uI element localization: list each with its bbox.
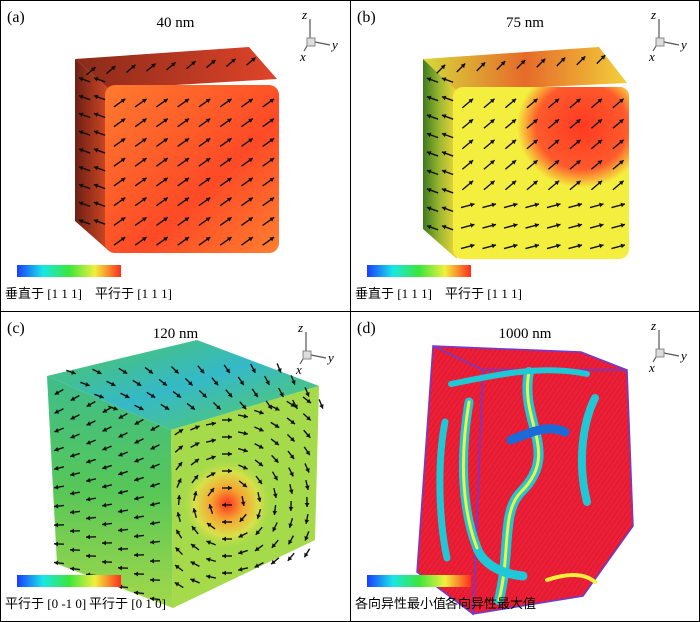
colorbar-gradient: [17, 265, 121, 277]
axis-y-label: y: [679, 37, 687, 52]
colorbar-gradient: [17, 575, 121, 587]
cube-top-face: [47, 340, 319, 430]
axis-x-label: x: [299, 49, 306, 61]
cube-front-red-region: [511, 87, 629, 199]
axis-z-label: z: [650, 7, 656, 22]
colorbar-max-label: 平行于 [1 1 1]: [95, 286, 172, 301]
colorbar: [17, 575, 121, 587]
panel-title: 40 nm: [156, 15, 195, 31]
axis-z-label: z: [301, 7, 307, 22]
axis-y-label: y: [330, 37, 338, 52]
colorbar: [367, 265, 471, 277]
panel-label: (d): [357, 320, 376, 337]
colorbar-gradient: [367, 575, 471, 587]
colorbar: [17, 265, 121, 277]
cube-top-face: [75, 47, 277, 89]
panel-c: (c) 120 nm z y x 平行于 [0 -1 0] 平行于 [0 1 0]: [0, 311, 351, 622]
colorbar-min-label: 各向异性最小值: [355, 596, 447, 611]
axis-x-label: x: [295, 362, 302, 374]
axis-x-label: x: [648, 49, 655, 61]
axis-triad: z y x: [648, 318, 687, 372]
colorbar-max-label: 各向异性最大值: [445, 596, 537, 611]
colorbar-max-label: 平行于 [0 1 0]: [89, 596, 166, 611]
panel-label: (a): [7, 9, 25, 26]
colorbar-max-label: 平行于 [1 1 1]: [445, 286, 522, 301]
vortex-core: [181, 458, 273, 550]
panel-label: (b): [357, 9, 376, 26]
panel-title: 1000 nm: [498, 326, 552, 342]
panel-title: 120 nm: [152, 326, 199, 342]
cube-left-face: [75, 59, 109, 251]
cube-d: [416, 344, 634, 616]
panel-a: (a) 40 nm z y x 垂直于 [1 1 1] 平行于 [1 1 1]: [0, 0, 351, 312]
cube-b: [423, 47, 629, 259]
colorbar-gradient: [367, 265, 471, 277]
colorbar: [367, 575, 471, 587]
colorbar-min-label: 平行于 [0 -1 0]: [5, 596, 87, 611]
cube-front-face: [105, 85, 279, 253]
axis-z-label: z: [650, 318, 656, 333]
cube-c: [47, 340, 324, 608]
panel-d: (d) 1000 nm z y x 各向异性最小值 各向异性最大值: [350, 311, 700, 622]
axis-z-label: z: [297, 320, 303, 335]
cube-top-face: [423, 47, 627, 91]
axis-triad: z y x: [648, 7, 687, 61]
panel-b: (b) 75 nm z y x 垂直于 [1 1 1] 平行于 [1 1 1]: [350, 0, 700, 312]
panel-title: 75 nm: [506, 15, 544, 31]
axis-x-label: x: [648, 360, 655, 372]
colorbar-min-label: 垂直于 [1 1 1]: [355, 286, 432, 301]
colorbar-min-label: 垂直于 [1 1 1]: [5, 286, 82, 301]
axis-y-label: y: [679, 348, 687, 363]
panel-label: (c): [7, 320, 25, 337]
axis-triad: z y x: [295, 320, 334, 374]
cube-front-face: [472, 369, 634, 615]
axis-y-label: y: [326, 350, 334, 365]
cube-a: [75, 47, 279, 253]
domain-walls: [436, 367, 599, 605]
axis-triad: z y x: [299, 7, 338, 61]
